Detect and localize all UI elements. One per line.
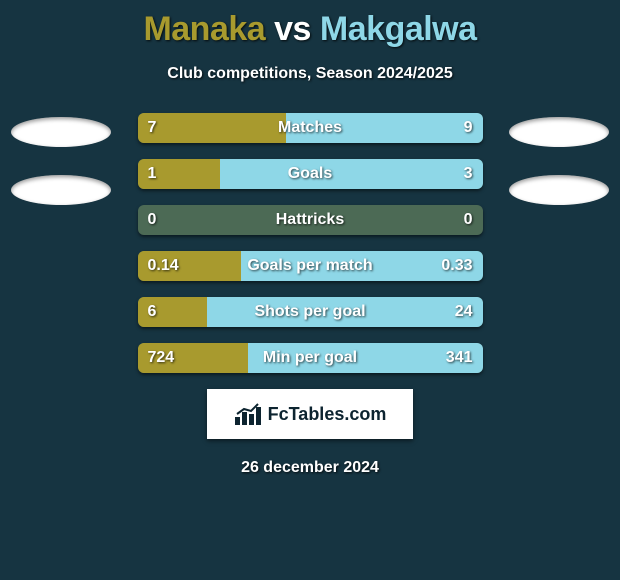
right-player-logo-2	[509, 175, 609, 205]
stat-row: 0.140.33Goals per match	[138, 251, 483, 281]
brand-logo-box: FcTables.com	[207, 389, 413, 439]
right-player-logo-1	[509, 117, 609, 147]
title-left-name: Manaka	[143, 10, 265, 48]
stat-row: 724341Min per goal	[138, 343, 483, 373]
title-right-name: Makgalwa	[320, 10, 477, 48]
brand-logo-text: FcTables.com	[268, 404, 387, 425]
snapshot-date: 26 december 2024	[0, 459, 620, 477]
stat-label: Goals	[138, 159, 483, 189]
stat-label: Goals per match	[138, 251, 483, 281]
left-player-logo-2	[11, 175, 111, 205]
competition-subtitle: Club competitions, Season 2024/2025	[0, 65, 620, 83]
comparison-area: 79Matches 13Goals 00Hattricks 0.140.33Goals…	[0, 113, 620, 373]
right-player-avatar-col	[504, 113, 614, 205]
stat-row: 13Goals	[138, 159, 483, 189]
stat-label: Hattricks	[138, 205, 483, 235]
page-title: Manaka vs Makgalwa	[0, 0, 620, 49]
left-player-avatar-col	[6, 113, 116, 205]
title-vs: vs	[274, 10, 311, 48]
stat-row: 00Hattricks	[138, 205, 483, 235]
stat-label: Min per goal	[138, 343, 483, 373]
stat-label: Shots per goal	[138, 297, 483, 327]
brand-chart-icon	[234, 403, 262, 425]
stat-row: 624Shots per goal	[138, 297, 483, 327]
left-player-logo-1	[11, 117, 111, 147]
stats-bars: 79Matches 13Goals 00Hattricks 0.140.33Goals…	[138, 113, 483, 373]
stat-row: 79Matches	[138, 113, 483, 143]
stat-label: Matches	[138, 113, 483, 143]
